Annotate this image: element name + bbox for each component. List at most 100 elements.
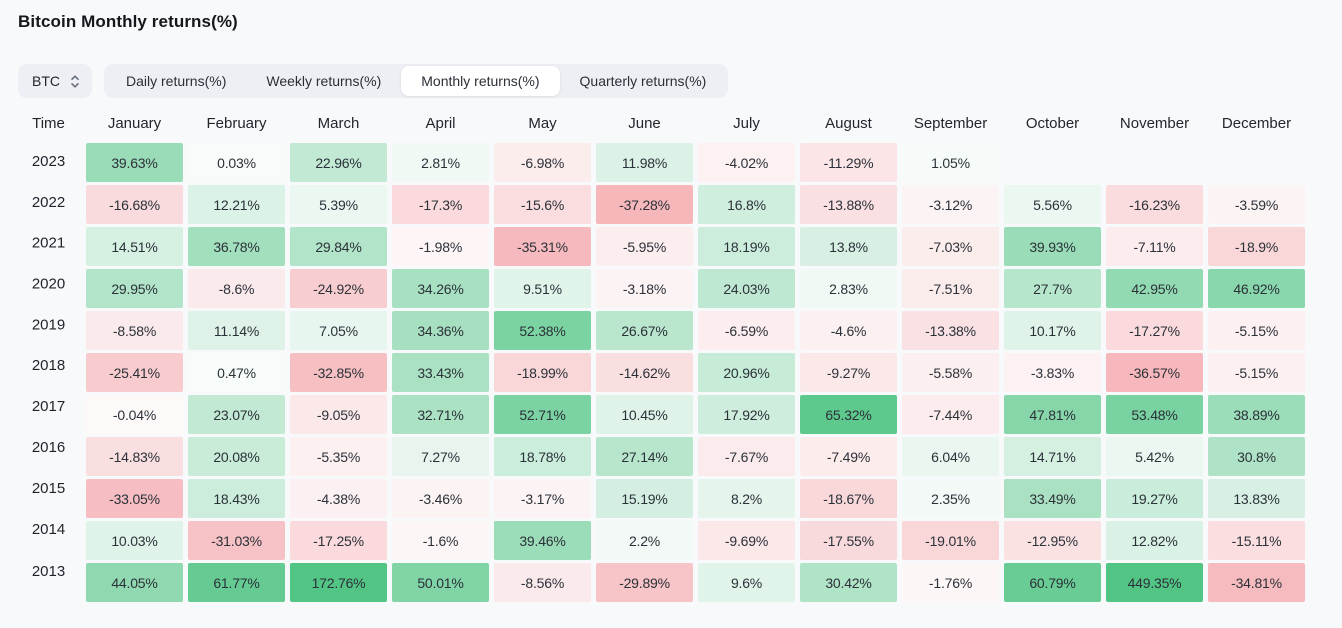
return-cell: -17.55% [800,521,897,560]
year-label: 2020 [31,275,66,293]
return-cell: 10.17% [1004,311,1101,350]
return-cell: 19.27% [1106,479,1203,518]
return-cell: 7.27% [392,437,489,476]
return-cell: 22.96% [290,143,387,182]
return-cell: 13.83% [1208,479,1305,518]
return-cell: 172.76% [290,563,387,602]
coin-selector[interactable]: BTC [18,64,92,98]
return-cell: 32.71% [392,395,489,434]
return-cell: 10.45% [596,395,693,434]
return-cell: 29.95% [86,269,183,308]
return-cell: 5.56% [1004,185,1101,224]
returns-period-tabs: Daily returns(%) Weekly returns(%) Month… [104,64,729,98]
return-cell [1106,143,1203,182]
tab-daily-returns[interactable]: Daily returns(%) [106,66,246,96]
return-cell [1208,143,1305,182]
return-cell: -7.11% [1106,227,1203,266]
return-cell: 46.92% [1208,269,1305,308]
return-cell: -4.02% [698,143,795,182]
coin-selector-value: BTC [32,73,60,89]
return-cell: -4.6% [800,311,897,350]
return-cell: -19.01% [902,521,999,560]
return-cell: -18.67% [800,479,897,518]
return-cell: 42.95% [1106,269,1203,308]
return-cell: -7.44% [902,395,999,434]
return-cell: 8.2% [698,479,795,518]
return-cell: 23.07% [188,395,285,434]
return-cell: 44.05% [86,563,183,602]
tab-weekly-returns[interactable]: Weekly returns(%) [246,66,401,96]
return-cell: 14.51% [86,227,183,266]
month-column-header: March [317,114,360,132]
month-column-header: January [107,114,162,132]
return-cell: 39.63% [86,143,183,182]
month-column-header: December [1221,114,1292,132]
month-column-header: November [1119,114,1190,132]
return-cell: -9.27% [800,353,897,392]
return-cell: 2.2% [596,521,693,560]
return-cell: 18.19% [698,227,795,266]
month-column-header: April [425,114,456,132]
return-cell: -14.62% [596,353,693,392]
return-cell: -7.03% [902,227,999,266]
return-cell: -7.67% [698,437,795,476]
return-cell: -36.57% [1106,353,1203,392]
return-cell: -11.29% [800,143,897,182]
return-cell: 34.26% [392,269,489,308]
return-cell: 39.46% [494,521,591,560]
tab-quarterly-returns[interactable]: Quarterly returns(%) [560,66,727,96]
return-cell: 11.98% [596,143,693,182]
return-cell: -3.59% [1208,185,1305,224]
return-cell: -16.68% [86,185,183,224]
return-cell: -12.95% [1004,521,1101,560]
return-cell: 13.8% [800,227,897,266]
return-cell: 16.8% [698,185,795,224]
return-cell: 0.47% [188,353,285,392]
return-cell: -5.95% [596,227,693,266]
return-cell: -31.03% [188,521,285,560]
return-cell: 2.81% [392,143,489,182]
month-column-header: August [825,114,872,132]
return-cell: 50.01% [392,563,489,602]
return-cell: -6.98% [494,143,591,182]
return-cell: -7.51% [902,269,999,308]
year-label: 2015 [31,479,66,497]
return-cell: -5.15% [1208,353,1305,392]
return-cell: 29.84% [290,227,387,266]
return-cell: 12.21% [188,185,285,224]
return-cell: 53.48% [1106,395,1203,434]
return-cell: 33.49% [1004,479,1101,518]
return-cell: -3.12% [902,185,999,224]
year-label: 2019 [31,316,66,334]
monthly-returns-table: Time January February March April May June July… [16,106,1305,602]
return-cell: 30.8% [1208,437,1305,476]
year-label: 2013 [31,563,66,580]
return-cell: -1.6% [392,521,489,560]
return-cell: 39.93% [1004,227,1101,266]
return-cell: 52.71% [494,395,591,434]
return-cell: -16.23% [1106,185,1203,224]
return-cell: 18.78% [494,437,591,476]
return-cell: -0.04% [86,395,183,434]
return-cell: -32.85% [290,353,387,392]
return-cell: 5.42% [1106,437,1203,476]
return-cell: 7.05% [290,311,387,350]
return-cell: 0.03% [188,143,285,182]
month-column-header: September [913,114,988,132]
return-cell: -17.27% [1106,311,1203,350]
return-cell: 24.03% [698,269,795,308]
return-cell: 6.04% [902,437,999,476]
year-label: 2023 [31,153,66,170]
return-cell: 27.14% [596,437,693,476]
month-column-header: May [528,114,557,132]
return-cell: -4.38% [290,479,387,518]
return-cell: 65.32% [800,395,897,434]
tab-monthly-returns[interactable]: Monthly returns(%) [401,66,560,96]
return-cell: -35.31% [494,227,591,266]
return-cell: 15.19% [596,479,693,518]
year-label: 2016 [31,439,66,456]
return-cell: 60.79% [1004,563,1101,602]
return-cell: -18.99% [494,353,591,392]
return-cell: -25.41% [86,353,183,392]
return-cell: 33.43% [392,353,489,392]
